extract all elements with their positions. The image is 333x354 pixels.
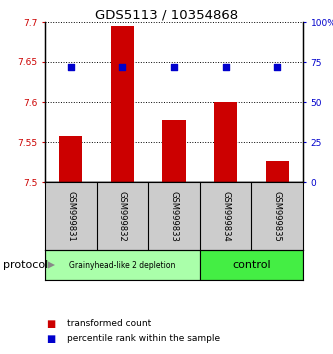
- Bar: [59, 136, 82, 182]
- Text: GSM999832: GSM999832: [118, 190, 127, 241]
- Text: ■: ■: [47, 319, 56, 329]
- Bar: [163, 120, 185, 182]
- Point: [120, 64, 125, 70]
- Polygon shape: [48, 262, 55, 268]
- Point: [274, 64, 280, 70]
- Bar: [200, 250, 303, 280]
- Text: GSM999835: GSM999835: [273, 190, 282, 241]
- Text: protocol: protocol: [3, 260, 49, 270]
- Bar: [214, 102, 237, 182]
- Text: control: control: [232, 260, 271, 270]
- Point: [223, 64, 228, 70]
- Bar: [266, 161, 289, 182]
- Text: transformed count: transformed count: [67, 319, 151, 329]
- Text: GSM999831: GSM999831: [66, 190, 75, 241]
- Text: Grainyhead-like 2 depletion: Grainyhead-like 2 depletion: [69, 261, 175, 269]
- Bar: [45, 250, 200, 280]
- Text: GSM999833: GSM999833: [169, 190, 178, 241]
- Text: ■: ■: [47, 334, 56, 344]
- Bar: [111, 26, 134, 182]
- Text: GSM999834: GSM999834: [221, 190, 230, 241]
- Point: [171, 64, 177, 70]
- Text: percentile rank within the sample: percentile rank within the sample: [67, 334, 220, 343]
- Text: GDS5113 / 10354868: GDS5113 / 10354868: [95, 9, 238, 22]
- Point: [68, 64, 74, 70]
